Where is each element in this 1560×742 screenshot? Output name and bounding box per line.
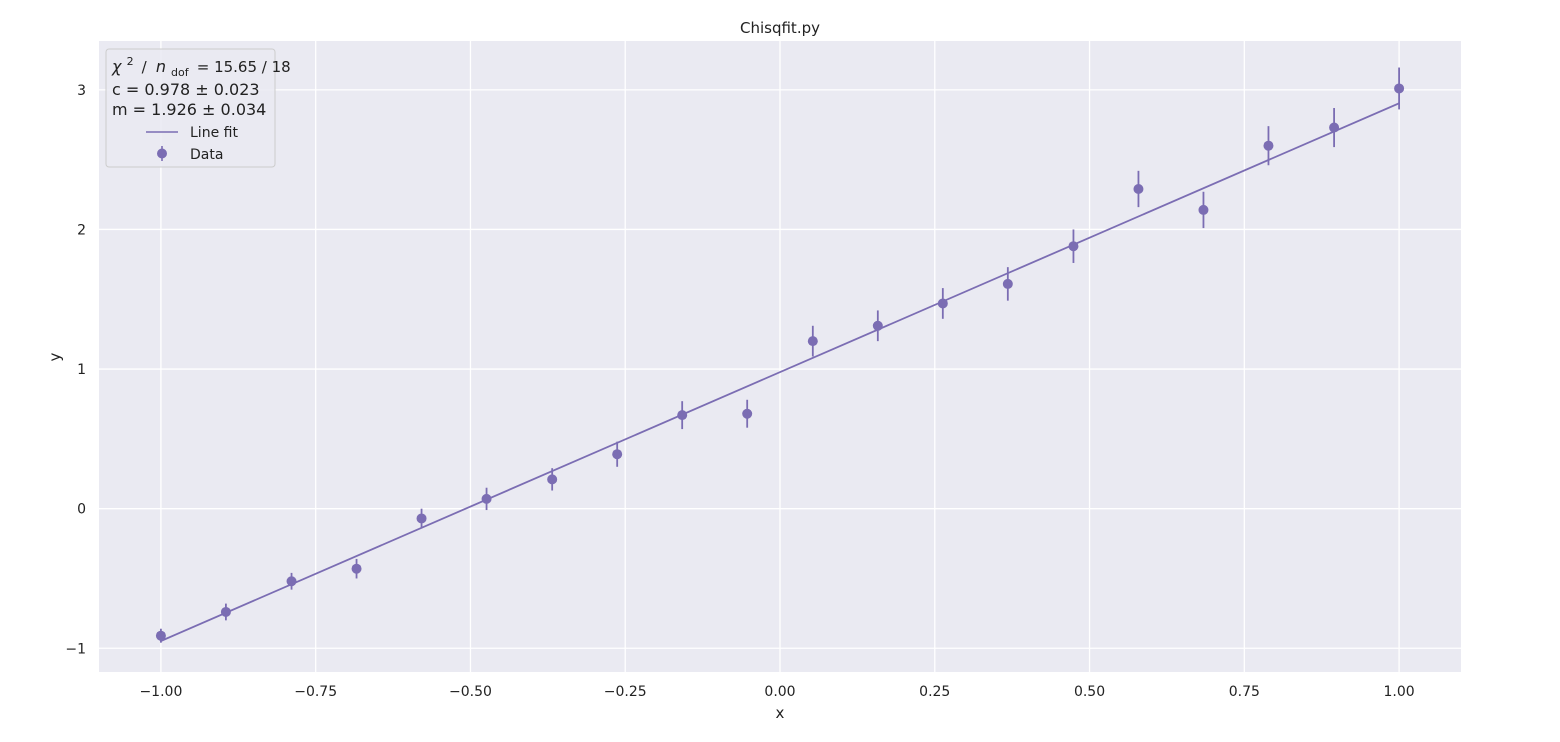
legend-marker-swatch bbox=[157, 148, 167, 159]
legend-chi2-value: = 15.65 / 18 bbox=[197, 58, 291, 76]
y-tick-label: 2 bbox=[77, 222, 86, 238]
legend-entry-data: Data bbox=[190, 147, 223, 163]
legend-box bbox=[105, 48, 276, 168]
data-point bbox=[351, 563, 362, 574]
x-tick-labels: −1.00 −0.75 −0.50 −0.25 0.00 0.25 0.50 0.75 1.00 bbox=[139, 684, 1414, 700]
data-point bbox=[1133, 183, 1144, 194]
data-point bbox=[872, 320, 883, 331]
grid-lines bbox=[99, 41, 1461, 672]
y-tick-label: 0 bbox=[77, 502, 86, 518]
data-point bbox=[1198, 204, 1209, 215]
data-point bbox=[220, 606, 231, 617]
data-point bbox=[1329, 122, 1340, 133]
data-points-layer bbox=[155, 67, 1405, 643]
data-point bbox=[1263, 140, 1274, 151]
data-point bbox=[937, 298, 948, 309]
fit-line-layer bbox=[160, 102, 1400, 642]
x-tick-label: 1.00 bbox=[1384, 684, 1415, 700]
chart-title: Chisqfit.py bbox=[740, 19, 820, 37]
data-point bbox=[1002, 278, 1013, 289]
x-tick-label: −1.00 bbox=[139, 684, 182, 700]
data-point bbox=[416, 513, 427, 524]
x-axis-label: x bbox=[776, 704, 785, 722]
data-point bbox=[155, 630, 166, 641]
data-point bbox=[677, 410, 688, 421]
x-tick-label: −0.75 bbox=[294, 684, 337, 700]
fit-line bbox=[160, 102, 1400, 642]
y-tick-label: 1 bbox=[77, 362, 86, 378]
legend-c-value: c = 0.978 ± 0.023 bbox=[112, 80, 260, 99]
y-axis-label: y bbox=[46, 352, 64, 361]
x-tick-label: −0.50 bbox=[449, 684, 492, 700]
legend: χ 2 / n dof = 15.65 / 18 c = 0.978 ± 0.0… bbox=[105, 48, 291, 168]
legend-chi2-line: χ 2 / n dof = 15.65 / 18 bbox=[111, 50, 291, 80]
data-point bbox=[807, 336, 818, 347]
legend-ndof-sub: dof bbox=[171, 66, 190, 79]
data-point bbox=[1394, 83, 1405, 94]
data-point bbox=[481, 493, 492, 504]
legend-ndof-symbol: n bbox=[156, 57, 166, 76]
data-point bbox=[742, 408, 753, 419]
x-tick-label: 0.50 bbox=[1074, 684, 1105, 700]
data-point bbox=[286, 576, 297, 587]
data-point bbox=[612, 449, 623, 460]
legend-entry-line-fit: Line fit bbox=[190, 125, 238, 141]
x-tick-label: 0.00 bbox=[764, 684, 795, 700]
x-tick-label: 0.25 bbox=[919, 684, 950, 700]
data-point bbox=[1068, 241, 1079, 252]
y-tick-label: 3 bbox=[77, 83, 86, 99]
legend-chi2-sup: 2 bbox=[127, 55, 134, 68]
y-tick-label: −1 bbox=[65, 641, 86, 657]
x-tick-label: 0.75 bbox=[1229, 684, 1260, 700]
data-point bbox=[547, 474, 558, 485]
x-tick-label: −0.25 bbox=[604, 684, 647, 700]
legend-m-value: m = 1.926 ± 0.034 bbox=[112, 100, 266, 119]
y-tick-labels: −1 0 1 2 3 bbox=[65, 83, 86, 657]
legend-chi2-symbol: χ bbox=[111, 57, 122, 76]
